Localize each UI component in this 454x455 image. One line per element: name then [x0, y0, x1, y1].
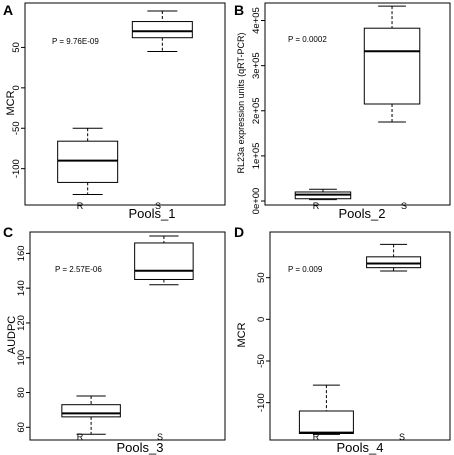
iqr-box	[57, 140, 119, 183]
y-axis: -100 -50 0 50	[11, 42, 25, 178]
y-axis-title: MCR	[5, 90, 17, 115]
y-tick-label: 1e+05	[251, 143, 262, 170]
x-category-label: R	[313, 432, 320, 442]
x-category-label: S	[399, 432, 405, 442]
panel-letter: D	[234, 224, 244, 240]
x-axis-title: Pools_2	[339, 206, 386, 221]
y-tick-label: -100	[11, 159, 22, 178]
y-axis-title: AUDPC	[6, 316, 18, 355]
iqr-box	[134, 242, 194, 280]
iqr-box	[363, 27, 421, 105]
y-tick-label: 2e+05	[251, 97, 262, 124]
x-category-label: R	[77, 432, 84, 442]
panel-letter: B	[234, 2, 244, 18]
x-category-label: R	[313, 201, 320, 211]
iqr-box	[366, 256, 422, 269]
y-tick-label: 50	[256, 272, 267, 283]
y-tick-label: -100	[256, 393, 267, 412]
x-category-label: S	[401, 201, 407, 211]
box-r	[57, 127, 119, 196]
x-axis-title: Pools_3	[117, 440, 164, 455]
y-tick-label: 50	[11, 42, 22, 53]
box-r	[298, 384, 354, 435]
y-tick-label: -50	[11, 121, 22, 135]
panel-letter: C	[3, 224, 13, 240]
plot-frame	[269, 231, 451, 441]
box-s	[363, 5, 421, 123]
panel-c: C 60 80 100 120 140 160 AUDPC P = 2.57E-06 R SPool…	[3, 224, 226, 455]
x-category-label: S	[155, 201, 161, 211]
y-tick-label: 60	[16, 422, 27, 433]
y-tick-label: 0	[256, 317, 267, 322]
plot-frame	[24, 2, 226, 206]
y-tick-label: 0	[11, 85, 22, 90]
x-category-label: R	[77, 201, 84, 211]
x-axis-title: Pools_4	[337, 440, 384, 455]
y-tick-label: 120	[16, 315, 27, 331]
iqr-box	[61, 404, 121, 418]
y-tick-label: 100	[16, 350, 27, 366]
y-tick-label: -50	[256, 354, 267, 368]
panel-b: B 0e+00 1e+05 2e+05 3e+05 4e+05 RL23a expressi…	[234, 2, 451, 221]
y-tick-label: 80	[16, 387, 27, 398]
x-category-label: S	[157, 432, 163, 442]
box-s	[366, 243, 422, 272]
y-axis: -100 -50 0 50	[256, 272, 270, 412]
panel-letter: A	[3, 2, 13, 18]
plot-frame	[264, 2, 451, 206]
x-axis-title: Pools_1	[129, 206, 176, 221]
plot-frame	[29, 231, 226, 441]
box-s	[134, 235, 194, 286]
p-value-annotation: P = 9.76E-09	[52, 37, 99, 46]
iqr-box	[298, 410, 354, 434]
y-tick-label: 4e+05	[251, 7, 262, 34]
y-axis: 60 80 100 120 140 160	[16, 245, 30, 433]
box-r	[294, 188, 352, 201]
p-value-annotation: P = 0.009	[288, 265, 323, 274]
box-s	[131, 10, 193, 52]
y-axis-title: RL23a expression units (qRT-PCR)	[236, 33, 246, 174]
y-tick-label: 3e+05	[251, 52, 262, 79]
iqr-box	[131, 21, 193, 39]
panel-d: D -100 -50 0 50 MCR P = 0.009 R S Pools_4	[234, 224, 451, 455]
y-tick-label: 160	[16, 245, 27, 261]
p-value-annotation: P = 2.57E-06	[55, 265, 102, 274]
box-r	[61, 395, 121, 435]
p-value-annotation: P = 0.0002	[288, 35, 327, 44]
y-tick-label: 0e+00	[251, 188, 262, 215]
y-tick-label: 140	[16, 280, 27, 296]
y-axis: 0e+00 1e+05 2e+05 3e+05 4e+05	[251, 7, 265, 214]
y-axis-title: MCR	[236, 322, 248, 347]
